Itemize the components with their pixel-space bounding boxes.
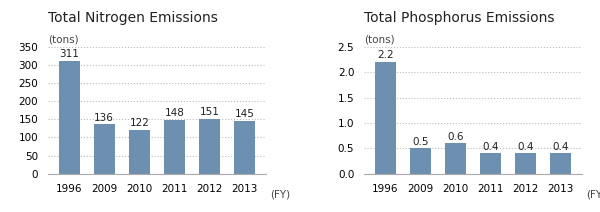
Bar bbox=[199, 119, 220, 174]
Bar bbox=[129, 130, 150, 174]
Text: 151: 151 bbox=[200, 107, 220, 117]
Bar bbox=[445, 143, 466, 174]
Bar bbox=[164, 120, 185, 174]
Text: Total Phosphorus Emissions: Total Phosphorus Emissions bbox=[364, 11, 554, 25]
Bar bbox=[480, 153, 501, 174]
Text: (FY): (FY) bbox=[271, 189, 290, 199]
Text: 0.5: 0.5 bbox=[412, 137, 428, 147]
Text: 311: 311 bbox=[59, 49, 79, 59]
Text: 0.6: 0.6 bbox=[447, 132, 464, 142]
Text: 0.4: 0.4 bbox=[482, 142, 499, 152]
Text: 136: 136 bbox=[94, 113, 114, 123]
Bar bbox=[235, 121, 256, 174]
Bar bbox=[374, 62, 395, 174]
Bar bbox=[515, 153, 536, 174]
Text: 145: 145 bbox=[235, 109, 255, 120]
Text: 2.2: 2.2 bbox=[377, 50, 394, 60]
Text: Total Nitrogen Emissions: Total Nitrogen Emissions bbox=[48, 11, 218, 25]
Bar bbox=[550, 153, 571, 174]
Text: (FY): (FY) bbox=[586, 189, 600, 199]
Text: 122: 122 bbox=[130, 118, 149, 128]
Bar bbox=[59, 61, 80, 174]
Text: 0.4: 0.4 bbox=[518, 142, 534, 152]
Text: (tons): (tons) bbox=[48, 34, 79, 44]
Bar bbox=[94, 124, 115, 174]
Text: 148: 148 bbox=[164, 108, 184, 118]
Bar bbox=[410, 148, 431, 174]
Text: (tons): (tons) bbox=[364, 34, 395, 44]
Text: 0.4: 0.4 bbox=[553, 142, 569, 152]
